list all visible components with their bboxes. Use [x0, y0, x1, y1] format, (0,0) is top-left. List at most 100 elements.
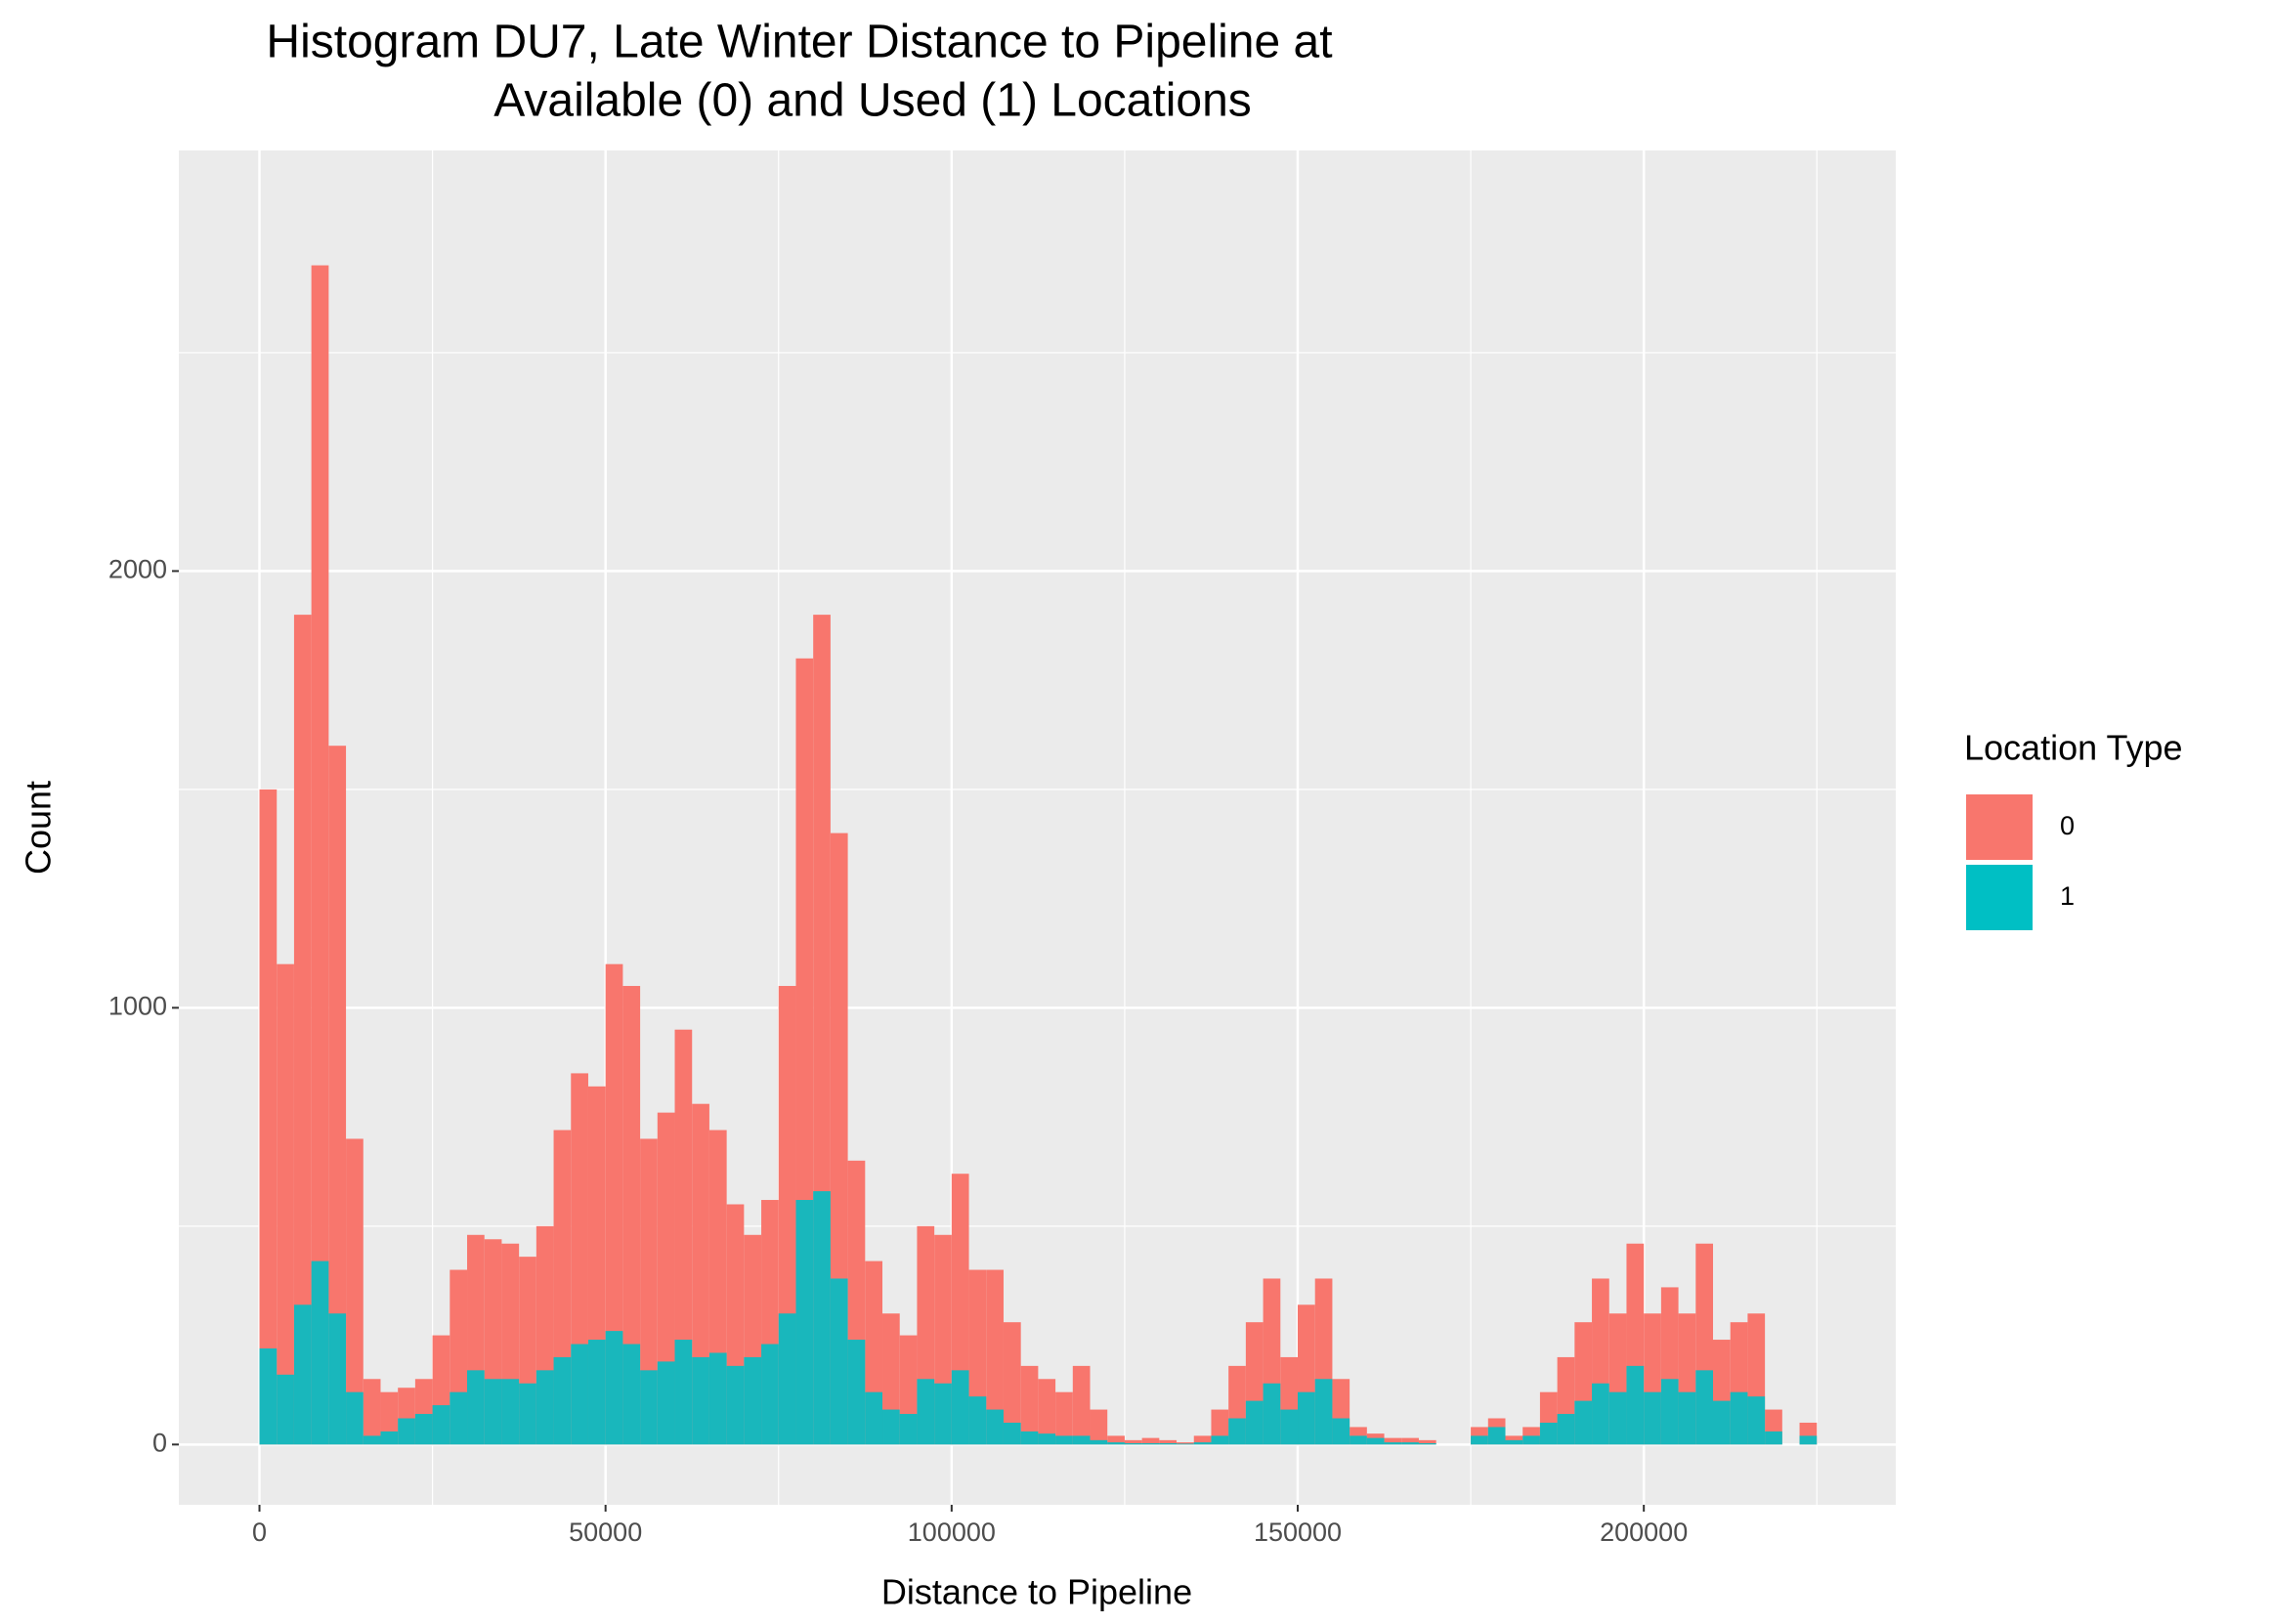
bar — [363, 1379, 381, 1445]
bar — [986, 1409, 1004, 1445]
bar — [553, 1356, 572, 1445]
legend-key — [1966, 865, 2033, 930]
bar — [1280, 1409, 1299, 1445]
bar — [1055, 1391, 1073, 1445]
x-tick-label: 0 — [252, 1517, 267, 1547]
bar — [847, 1340, 866, 1445]
bar — [1539, 1422, 1558, 1445]
bar — [1660, 1379, 1679, 1445]
bar — [1384, 1437, 1402, 1445]
bar — [380, 1431, 399, 1445]
bar — [1141, 1442, 1160, 1445]
bar — [1487, 1427, 1506, 1445]
x-tick-label: 200000 — [1600, 1517, 1688, 1547]
bar — [1159, 1442, 1178, 1445]
bar — [1644, 1391, 1661, 1445]
bar — [1592, 1383, 1609, 1445]
bar — [414, 1414, 433, 1445]
bar — [1107, 1435, 1125, 1445]
bar — [1193, 1442, 1212, 1445]
bar — [778, 1313, 796, 1445]
bar — [571, 1344, 588, 1445]
bar — [1418, 1439, 1436, 1445]
bar — [484, 1379, 502, 1445]
bar — [726, 1365, 745, 1445]
bar — [1401, 1442, 1419, 1445]
bar — [293, 1304, 312, 1445]
bar — [1695, 1370, 1714, 1445]
bar — [934, 1383, 952, 1445]
y-tick-label: 2000 — [108, 555, 167, 584]
bar — [761, 1344, 779, 1445]
bar — [830, 1278, 848, 1445]
bar — [346, 1138, 364, 1445]
bar — [605, 963, 623, 1445]
x-tick-label: 100000 — [908, 1517, 996, 1547]
bar — [986, 1269, 1004, 1445]
bar — [744, 1356, 762, 1445]
bar — [1418, 1442, 1436, 1445]
y-tick-label: 1000 — [108, 991, 167, 1020]
bar — [311, 1261, 329, 1445]
bar — [1747, 1396, 1766, 1445]
bar — [1608, 1391, 1627, 1445]
bar — [1003, 1322, 1021, 1445]
chart-title: Histogram DU7, Late Winter Distance to P… — [266, 17, 1332, 68]
legend-label: 1 — [2060, 881, 2075, 911]
bar — [519, 1383, 536, 1445]
bar — [1159, 1439, 1178, 1445]
bar — [1124, 1439, 1142, 1445]
y-axis-title: Count — [19, 781, 59, 875]
bar — [277, 963, 294, 1445]
legend-title: Location Type — [1964, 728, 2183, 768]
x-axis-title: Distance to Pipeline — [881, 1572, 1192, 1612]
bar — [1366, 1437, 1385, 1445]
bar — [1799, 1435, 1818, 1445]
bar — [1072, 1435, 1091, 1445]
bar — [1020, 1365, 1039, 1445]
bar — [1314, 1379, 1333, 1445]
bar — [795, 1200, 814, 1445]
bar — [640, 1138, 658, 1445]
bar — [467, 1370, 485, 1445]
bar — [501, 1379, 520, 1445]
bar — [536, 1370, 554, 1445]
bar — [1713, 1400, 1731, 1445]
bar — [622, 986, 641, 1445]
bar — [1211, 1435, 1229, 1445]
bar — [363, 1435, 381, 1445]
bar — [1090, 1439, 1108, 1445]
bar — [1177, 1443, 1194, 1445]
bar — [1384, 1442, 1402, 1445]
bar — [1471, 1435, 1488, 1445]
bar — [1072, 1365, 1091, 1445]
bar — [1730, 1391, 1748, 1445]
bar — [1193, 1435, 1212, 1445]
bar — [708, 1352, 727, 1445]
bar — [1107, 1442, 1125, 1445]
bar — [1055, 1435, 1073, 1445]
bar — [1678, 1391, 1696, 1445]
bar — [1522, 1435, 1540, 1445]
chart-subtitle: Available (0) and Used (1) Locations — [493, 75, 1252, 127]
bar — [1505, 1439, 1523, 1445]
bar — [1765, 1431, 1782, 1445]
bar — [1177, 1442, 1194, 1445]
bar — [1228, 1418, 1246, 1445]
bar — [1020, 1431, 1039, 1445]
bar — [657, 1361, 675, 1445]
bar — [293, 615, 312, 1445]
bar — [674, 1340, 693, 1445]
legend-label: 0 — [2060, 811, 2075, 840]
bar — [622, 1344, 641, 1445]
x-tick-label: 50000 — [569, 1517, 642, 1547]
bar — [1003, 1422, 1021, 1445]
bar — [968, 1396, 987, 1445]
x-tick-label: 150000 — [1254, 1517, 1342, 1547]
bar — [1038, 1379, 1056, 1445]
bar — [1332, 1418, 1350, 1445]
y-tick-label: 0 — [152, 1428, 167, 1457]
bar — [899, 1414, 918, 1445]
bar — [917, 1379, 935, 1445]
